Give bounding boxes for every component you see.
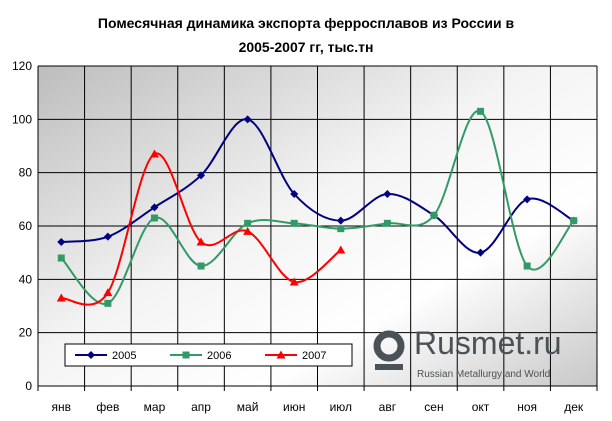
- watermark-brand: Rusmet.ru: [414, 325, 562, 361]
- y-tick-label: 40: [19, 272, 33, 286]
- data-point-2005: [523, 195, 532, 204]
- data-point-2006: [244, 219, 252, 227]
- data-point-2006: [337, 225, 345, 233]
- legend-marker: [182, 351, 190, 359]
- y-tick-label: 20: [19, 326, 33, 340]
- data-point-2006: [57, 254, 65, 262]
- x-tick-label: июл: [330, 400, 352, 414]
- y-tick-label: 0: [25, 379, 32, 393]
- series-2006: [57, 107, 578, 307]
- data-point-2007: [336, 245, 346, 254]
- rusmet-logo-icon: [373, 330, 405, 362]
- series-line-2006: [60, 110, 575, 305]
- chart-title-line-2: 2005-2007 гг, тыс.тн: [239, 39, 374, 55]
- x-tick-label: июн: [283, 400, 305, 414]
- x-tick-label: фев: [96, 400, 119, 414]
- x-tick-label: май: [237, 400, 259, 414]
- watermark-tagline: Russian Metallurgy and World: [417, 369, 550, 380]
- data-point-2007: [196, 237, 206, 246]
- series-2007: [56, 149, 346, 306]
- data-point-2006: [477, 107, 485, 115]
- data-point-2006: [197, 262, 205, 270]
- data-point-2005: [476, 248, 485, 257]
- y-tick-label: 120: [12, 59, 32, 73]
- y-tick-label: 100: [12, 112, 32, 126]
- watermark: Rusmet.ru Russian Metallurgy and World: [373, 325, 562, 380]
- data-point-2007: [103, 288, 113, 297]
- data-point-2005: [57, 238, 66, 246]
- x-tick-label: янв: [52, 400, 72, 414]
- legend-label: 2005: [112, 350, 136, 362]
- data-point-2005: [243, 115, 252, 124]
- x-tick-label: ноя: [517, 400, 537, 414]
- x-tick-label: окт: [472, 400, 490, 414]
- legend-label: 2006: [207, 350, 231, 362]
- data-point-2005: [103, 232, 112, 241]
- x-tick-label: дек: [564, 400, 584, 414]
- data-point-2005: [336, 216, 345, 225]
- data-point-2006: [150, 214, 158, 222]
- data-point-2007: [289, 277, 299, 286]
- legend-label: 2007: [302, 350, 326, 362]
- data-point-2006: [523, 262, 531, 270]
- data-point-2007: [243, 226, 253, 235]
- data-point-2006: [570, 217, 578, 225]
- legend-marker: [276, 350, 286, 359]
- chart-title-line-1: Помесячная динамика экспорта ферросплаво…: [98, 15, 515, 31]
- x-tick-label: апр: [191, 400, 211, 414]
- legend: 2005 2006 2007: [64, 343, 353, 367]
- y-axis: 0 20 40 60 80 100 120: [12, 59, 32, 393]
- data-point-2005: [150, 203, 159, 212]
- x-tick-label: авг: [379, 400, 397, 414]
- y-tick-label: 60: [19, 219, 33, 233]
- x-axis: янв фев мар апр май июн июл авг сен окт ноя дек: [52, 400, 584, 414]
- data-point-2007: [149, 149, 159, 158]
- x-tick-label: мар: [144, 400, 166, 414]
- series: [56, 107, 578, 307]
- data-point-2005: [290, 190, 299, 198]
- legend-marker: [87, 351, 95, 359]
- data-point-2006: [383, 219, 391, 227]
- grid: [37, 65, 598, 391]
- x-tick-label: сен: [424, 400, 443, 414]
- data-point-2007: [56, 293, 66, 302]
- series-2005: [57, 115, 578, 257]
- data-point-2005: [197, 171, 206, 180]
- data-point-2006: [104, 299, 112, 307]
- data-point-2006: [290, 219, 298, 227]
- data-point-2006: [430, 211, 438, 219]
- y-tick-label: 80: [19, 166, 33, 180]
- data-point-2005: [383, 190, 392, 198]
